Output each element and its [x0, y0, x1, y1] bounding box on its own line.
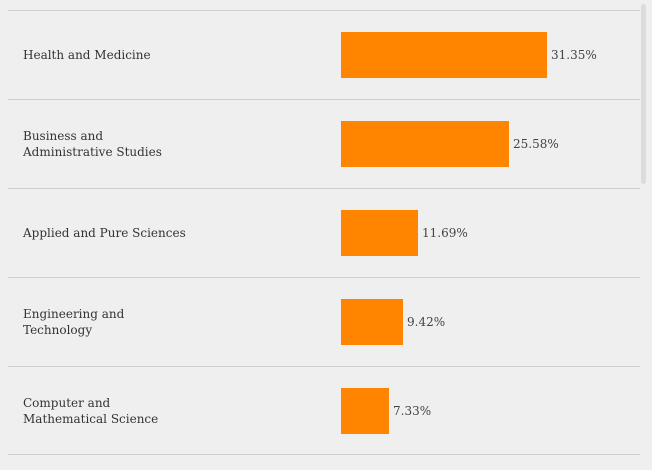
category-label: Computer and Mathematical Science: [23, 396, 159, 426]
category-label: Business and Administrative Studies: [23, 129, 162, 159]
value-label: 9.42%: [407, 315, 446, 329]
scrollbar-thumb[interactable]: [641, 4, 646, 184]
category-label: Applied and Pure Sciences: [23, 226, 186, 240]
chart-row: Health and Medicine 31.35%: [8, 10, 640, 99]
value-label: 25.58%: [513, 137, 559, 151]
bar: [341, 32, 547, 78]
category-label: Engineering and Technology: [23, 307, 125, 337]
scrollbar[interactable]: [641, 0, 650, 470]
chart-row: Engineering and Technology 9.42%: [8, 277, 640, 366]
bar: [341, 388, 389, 434]
bar: [341, 121, 509, 167]
category-label: Health and Medicine: [23, 48, 151, 62]
chart-row: Business and Administrative Studies 25.58…: [8, 99, 640, 188]
value-label: 11.69%: [422, 226, 468, 240]
chart-row: Applied and Pure Sciences 11.69%: [8, 188, 640, 277]
value-label: 7.33%: [393, 404, 432, 418]
value-label: 31.35%: [551, 48, 597, 62]
bar: [341, 299, 403, 345]
bar: [341, 210, 418, 256]
chart-row: Computer and Mathematical Science 7.33%: [8, 366, 640, 455]
